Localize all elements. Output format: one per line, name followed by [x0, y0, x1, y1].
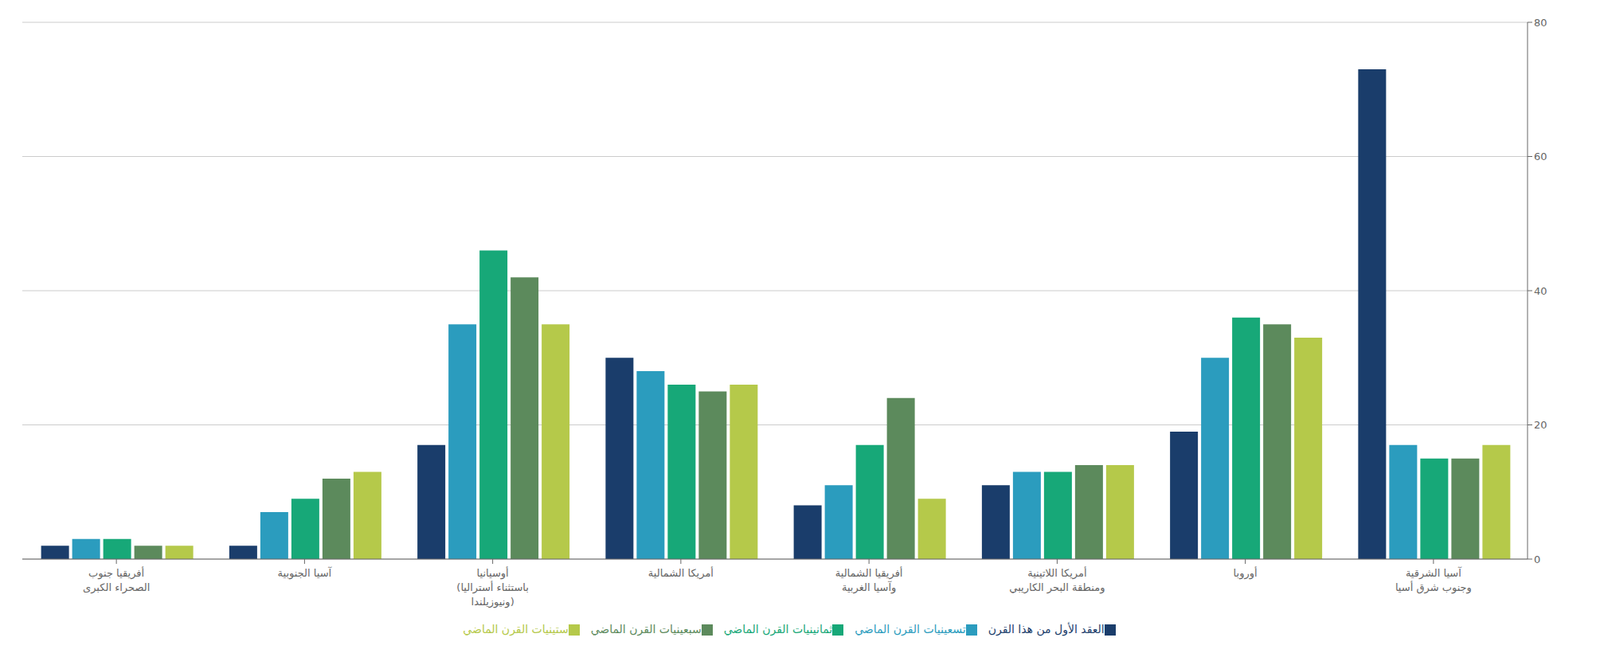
- svg-text:60: 60: [1533, 150, 1548, 163]
- svg-text:80: 80: [1533, 16, 1548, 29]
- svg-text:0: 0: [1533, 553, 1541, 566]
- html-text:تسعينيات القرن الماضي: تسعينيات القرن الماضي: [854, 622, 966, 636]
- svg-text:أفريقيا الشماليةوآسيا الغربية: أفريقيا الشماليةوآسيا الغربية: [835, 566, 904, 595]
- svg-text:أفريقيا جنوبالصحراء الكبرى: أفريقيا جنوبالصحراء الكبرى: [82, 566, 150, 595]
- html-text:ثمانينيات القرن الماضي: ثمانينيات القرن الماضي: [723, 622, 833, 636]
- svg-text:آسيا الشرقيةوجنوب شرق أسيا: آسيا الشرقيةوجنوب شرق أسيا: [1395, 566, 1472, 595]
- svg-text:20: 20: [1533, 418, 1548, 431]
- svg-text:أوسيانيا(باستثناء أسترالياونيو: أوسيانيا(باستثناء أسترالياونيوزيلندا): [456, 566, 529, 609]
- svg-text:40: 40: [1533, 285, 1548, 298]
- html-text:ستينيات القرن الماضي: ستينيات القرن الماضي: [462, 622, 569, 636]
- svg-text:أمريكا الشمالية: أمريكا الشمالية: [648, 566, 714, 580]
- html-text:سبعينيات القرن الماضي: سبعينيات القرن الماضي: [590, 622, 702, 636]
- svg-text:أمريكا اللاتينيةومنطقة البحر ا: أمريكا اللاتينيةومنطقة البحر الكاريبي: [1009, 566, 1105, 595]
- svg-text:أوروبا: أوروبا: [1233, 566, 1258, 580]
- html-text:العقد الأول من هذا القرن: العقد الأول من هذا القرن: [988, 622, 1105, 636]
- svg-text:آسيا الجنوبية: آسيا الجنوبية: [277, 566, 333, 580]
